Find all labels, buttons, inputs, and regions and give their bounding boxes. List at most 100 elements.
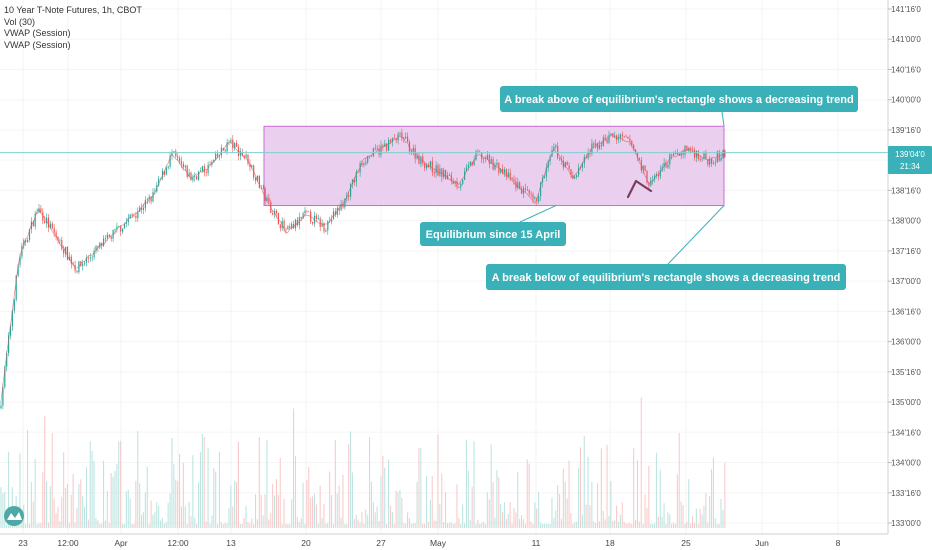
- candle-body: [249, 163, 251, 167]
- volume-bar: [228, 508, 230, 528]
- volume-bar: [63, 452, 65, 528]
- candle-body: [557, 145, 559, 158]
- volume-bar: [418, 448, 420, 528]
- candle-body: [15, 275, 17, 300]
- volume-bar: [112, 476, 114, 528]
- price-tick-label: 141'00'0: [891, 35, 921, 44]
- candle-body: [663, 162, 665, 168]
- volume-bar: [180, 506, 182, 528]
- candle-body: [11, 310, 13, 327]
- price-tick-label: 136'16'0: [891, 307, 921, 316]
- candle-body: [574, 177, 576, 179]
- volume-bar: [633, 448, 635, 528]
- volume-bar: [70, 494, 72, 528]
- equilibrium-rectangle[interactable]: [263, 125, 725, 207]
- price-tick-label: 133'16'0: [891, 489, 921, 498]
- candle-body: [511, 177, 513, 180]
- volume-bar: [93, 460, 95, 528]
- volume-bar: [635, 519, 637, 528]
- indicator-vwap-2[interactable]: VWAP (Session): [4, 39, 71, 50]
- volume-bar: [123, 523, 125, 528]
- indicator-vwap-1[interactable]: VWAP (Session): [4, 28, 71, 38]
- candle-body: [503, 169, 506, 173]
- volume-bar: [572, 523, 574, 528]
- volume-bar: [203, 437, 205, 528]
- candle-body: [483, 158, 485, 160]
- volume-bar: [6, 523, 8, 528]
- candle-body: [467, 165, 469, 168]
- volume-bar: [538, 491, 540, 528]
- candle-body: [65, 246, 67, 254]
- volume-bar: [74, 523, 76, 528]
- volume-bar: [475, 523, 477, 528]
- volume-bar: [293, 408, 295, 528]
- price-tick-label: 137'00'0: [891, 277, 921, 286]
- volume-bar: [701, 514, 703, 528]
- volume-bar: [724, 463, 726, 528]
- time-tick-label: 23: [18, 538, 28, 548]
- candle-body: [370, 156, 373, 157]
- volume-bar: [239, 523, 241, 528]
- volume-bar: [574, 522, 576, 528]
- candle-body: [76, 270, 78, 273]
- callout-below-text: A break below of equilibrium's rectangle…: [492, 272, 841, 284]
- candle-body: [150, 196, 152, 202]
- callout-connectors: [519, 111, 725, 265]
- volume-bar: [291, 499, 293, 528]
- volume-bar: [631, 523, 633, 528]
- candle-body: [201, 166, 203, 171]
- candle-body: [27, 240, 29, 243]
- tradingview-logo-icon[interactable]: [4, 506, 24, 526]
- candle-body: [325, 230, 327, 232]
- volume-bar: [38, 523, 40, 528]
- candle-body: [148, 196, 150, 200]
- volume-bar: [186, 523, 188, 528]
- volume-bar: [695, 508, 697, 528]
- callout-equilibrium[interactable]: Equilibrium since 15 April: [420, 222, 566, 246]
- candle-body: [89, 257, 91, 259]
- candle-body: [215, 153, 217, 160]
- candle-body: [648, 182, 650, 186]
- volume-bar: [313, 493, 315, 528]
- candle-body: [4, 366, 6, 388]
- candle-body: [169, 155, 171, 167]
- candle-body: [338, 207, 340, 211]
- candle-body: [450, 175, 452, 182]
- candle-body: [528, 190, 530, 194]
- candle-body: [604, 137, 606, 140]
- volume-bar: [118, 441, 120, 528]
- volume-bar: [648, 465, 650, 528]
- candle-body: [374, 148, 376, 149]
- volume-bar: [245, 506, 247, 528]
- callout-above[interactable]: A break above of equilibrium's rectangle…: [500, 86, 858, 112]
- candle-body: [562, 160, 564, 168]
- volume-bar: [543, 523, 545, 528]
- candle-body: [507, 172, 509, 177]
- candle-body: [490, 159, 492, 164]
- chart-legend: 10 Year T-Note Futures, 1h, CBOT Vol (30…: [4, 5, 142, 51]
- volume-bar: [536, 508, 538, 528]
- candle-body: [298, 217, 300, 226]
- indicator-volume[interactable]: Vol (30): [4, 16, 36, 27]
- candle-body: [103, 238, 105, 247]
- time-tick-label: 12:00: [57, 538, 79, 548]
- volume-bar: [91, 451, 93, 528]
- candle-body: [61, 240, 63, 250]
- volume-bar: [688, 479, 690, 528]
- callout-below[interactable]: A break below of equilibrium's rectangle…: [486, 264, 846, 290]
- volume-bar: [275, 479, 277, 528]
- volume-bar: [549, 523, 551, 528]
- candle-body: [196, 176, 198, 180]
- volume-bar: [673, 522, 675, 528]
- volume-bar: [332, 523, 334, 528]
- volume-bar: [711, 469, 713, 528]
- candle-body: [277, 213, 279, 225]
- volume-bar: [340, 517, 342, 528]
- volume-bar: [150, 500, 152, 528]
- volume-bar: [661, 516, 663, 528]
- arrow-drawing[interactable]: [626, 179, 653, 199]
- volume-bar: [53, 498, 55, 528]
- volume-bar: [165, 522, 167, 528]
- candle-body: [179, 158, 181, 162]
